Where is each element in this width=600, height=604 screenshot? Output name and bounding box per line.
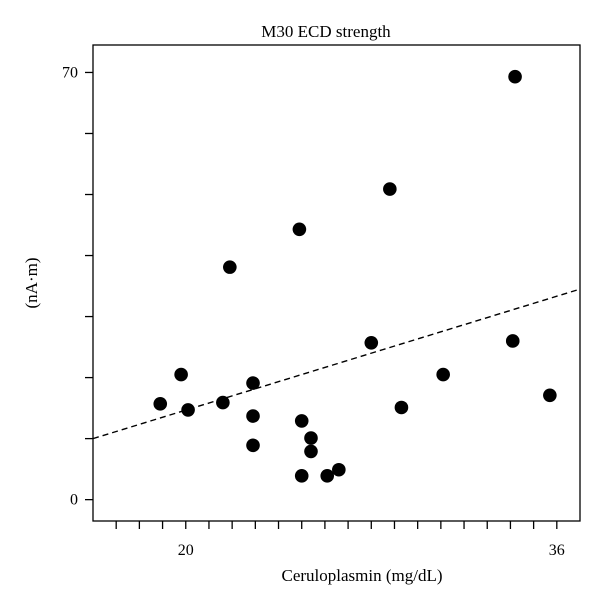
data-point <box>505 334 520 348</box>
data-point <box>216 395 230 410</box>
data-point <box>246 409 260 423</box>
trend-line <box>92 288 581 440</box>
data-point <box>320 469 335 483</box>
data-point <box>383 182 397 196</box>
data-point <box>304 431 318 445</box>
data-point <box>394 400 409 415</box>
data-point <box>292 222 307 237</box>
y-tick-label: 70 <box>62 64 78 81</box>
data-point <box>174 367 188 382</box>
data-point <box>294 414 309 428</box>
trend-line-group <box>92 288 581 440</box>
data-point <box>332 462 346 477</box>
data-point <box>304 444 318 459</box>
data-point <box>436 367 450 382</box>
chart-title: M30 ECD strength <box>261 22 391 41</box>
data-point <box>153 397 168 411</box>
data-point <box>364 336 379 350</box>
plot-frame <box>92 44 581 522</box>
data-point <box>223 260 237 274</box>
data-point <box>181 403 195 417</box>
data-point <box>508 69 522 84</box>
x-tick-label: 20 <box>178 542 194 559</box>
y-axis-ticks: 0 70 <box>62 64 93 509</box>
x-axis-label: Ceruloplasmin (mg/dL) <box>281 566 442 585</box>
data-points <box>153 69 557 483</box>
x-tick-label: 36 <box>549 542 565 559</box>
x-axis-ticks: 20 36 <box>115 521 565 559</box>
data-point <box>246 438 260 453</box>
data-point <box>246 376 260 390</box>
data-point <box>543 388 557 403</box>
y-tick-label: 0 <box>70 492 78 509</box>
y-axis-label: (nA·m) <box>22 258 41 309</box>
data-point <box>294 469 309 483</box>
